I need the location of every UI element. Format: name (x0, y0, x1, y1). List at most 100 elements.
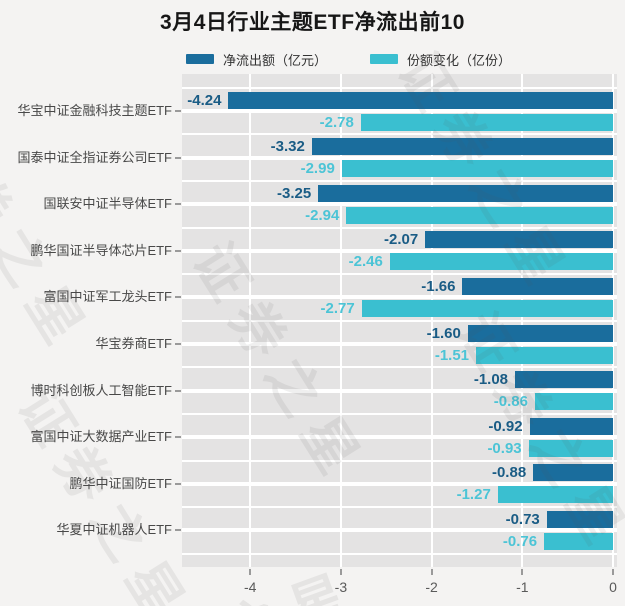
bar-sharechange (360, 113, 613, 131)
value-label-netflow: -1.08 (473, 371, 509, 389)
category-label: 华宝中证金融科技主题ETF (17, 103, 172, 118)
x-axis-tick-label: -1 (516, 579, 529, 595)
plot-area: -4.24 -2.78 -3.32 -2.99 -3.25 -2.94 -2.07 -2.46… (182, 74, 617, 567)
category-tick-mark (175, 482, 181, 485)
x-axis-tick-label: -2 (425, 579, 438, 595)
bar-sharechange (476, 346, 613, 364)
row-center-gridline (182, 248, 617, 253)
legend-item-netflow: 净流出额（亿元） (186, 51, 328, 68)
bar-netflow (515, 371, 613, 389)
category-tick-mark (175, 529, 181, 532)
row-boundary-gridline (182, 273, 617, 276)
row-center-gridline (182, 342, 617, 346)
category-label: 华夏中证机器人ETF (56, 522, 172, 538)
chart-title: 3月4日行业主题ETF净流出前10 (160, 11, 465, 34)
category-label: 富国中证大数据产业ETF (30, 429, 172, 445)
row-boundary-gridline (182, 552, 617, 555)
netflow-legend-swatch (186, 54, 214, 64)
legend-item-sharechange: 份额变化（亿份） (370, 51, 512, 68)
sharechange-legend-swatch (370, 54, 398, 64)
bar-netflow (533, 464, 613, 482)
value-label-netflow: -0.73 (505, 510, 540, 528)
value-label-sharechange: -1.51 (434, 346, 470, 364)
x-axis-tick-mark (521, 569, 524, 575)
category-tick-mark (175, 343, 181, 345)
bar-sharechange (528, 439, 613, 457)
value-label-sharechange: -1.27 (456, 486, 491, 504)
bar-netflow (529, 417, 613, 435)
value-label-sharechange: -0.76 (502, 532, 538, 550)
bar-netflow (228, 91, 613, 109)
value-label-sharechange: -0.86 (493, 393, 528, 411)
category-tick-mark (175, 389, 181, 392)
bar-netflow (546, 510, 613, 528)
row-center-gridline (182, 388, 617, 393)
row-boundary-gridline (182, 226, 617, 229)
bar-sharechange (346, 206, 613, 224)
row-center-gridline (182, 435, 617, 440)
row-boundary-gridline (182, 86, 617, 89)
category-tick-mark (175, 110, 181, 112)
category-label: 国联安中证半导体ETF (43, 196, 172, 212)
row-center-gridline (182, 481, 617, 486)
x-axis-tick-label: -3 (334, 579, 348, 595)
value-label-netflow: -0.92 (488, 417, 523, 435)
bar-sharechange (389, 253, 613, 271)
category-tick-mark (175, 249, 181, 252)
category-label: 华宝券商ETF (95, 336, 172, 351)
x-axis-tick-mark (249, 569, 252, 575)
row-boundary-gridline (182, 133, 617, 136)
x-axis-tick-label: -4 (243, 579, 257, 595)
row-boundary-gridline (182, 179, 617, 182)
category-label: 国泰中证全指证券公司ETF (17, 149, 172, 165)
legend-label-sharechange: 份额变化（亿份） (407, 52, 512, 68)
bar-netflow (425, 231, 613, 249)
x-axis-tick-mark (612, 569, 614, 575)
value-label-netflow: -3.32 (270, 138, 305, 156)
row-boundary-gridline (182, 459, 617, 462)
value-label-netflow: -2.07 (384, 231, 419, 249)
row-boundary-gridline (182, 319, 617, 322)
row-boundary-gridline (182, 412, 617, 415)
row-center-gridline (182, 202, 617, 207)
category-tick-mark (175, 156, 181, 159)
category-label: 鹏华国证半导体芯片ETF (30, 242, 172, 258)
row-center-gridline (182, 109, 617, 113)
category-tick-mark (175, 296, 181, 299)
bar-sharechange (341, 160, 613, 178)
bar-sharechange (544, 532, 613, 550)
bar-netflow (311, 138, 613, 156)
row-center-gridline (182, 155, 617, 160)
value-label-sharechange: -2.94 (305, 206, 340, 224)
value-label-netflow: -4.24 (187, 91, 222, 109)
category-label: 鹏华中证国防ETF (69, 475, 172, 491)
bar-netflow (467, 324, 613, 342)
x-axis-tick-label: 0 (609, 579, 617, 595)
row-center-gridline (182, 295, 617, 300)
value-label-sharechange: -2.78 (319, 113, 354, 131)
bar-sharechange (534, 393, 613, 411)
value-label-netflow: -1.60 (426, 324, 461, 342)
bar-netflow (318, 184, 613, 202)
value-label-sharechange: -2.99 (300, 160, 335, 178)
value-label-netflow: -1.66 (421, 277, 456, 295)
value-label-sharechange: -2.46 (348, 253, 383, 271)
value-label-sharechange: -0.93 (487, 439, 522, 457)
row-center-gridline (182, 528, 617, 533)
category-tick-mark (175, 203, 181, 206)
watermark-text: 证券之星 (0, 102, 102, 366)
legend-label-netflow: 净流出额（亿元） (223, 52, 328, 68)
category-label: 富国中证军工龙头ETF (43, 289, 172, 305)
category-tick-mark (175, 436, 181, 439)
x-axis-tick-mark (339, 569, 342, 575)
row-boundary-gridline (182, 366, 617, 369)
category-label: 博时科创板人工智能ETF (30, 382, 172, 398)
bar-sharechange (497, 486, 613, 504)
bar-sharechange (361, 299, 613, 317)
value-label-netflow: -3.25 (277, 184, 312, 202)
bar-netflow (462, 277, 613, 295)
row-boundary-gridline (182, 506, 617, 509)
value-label-netflow: -0.88 (491, 464, 527, 482)
value-label-sharechange: -2.77 (320, 299, 355, 317)
